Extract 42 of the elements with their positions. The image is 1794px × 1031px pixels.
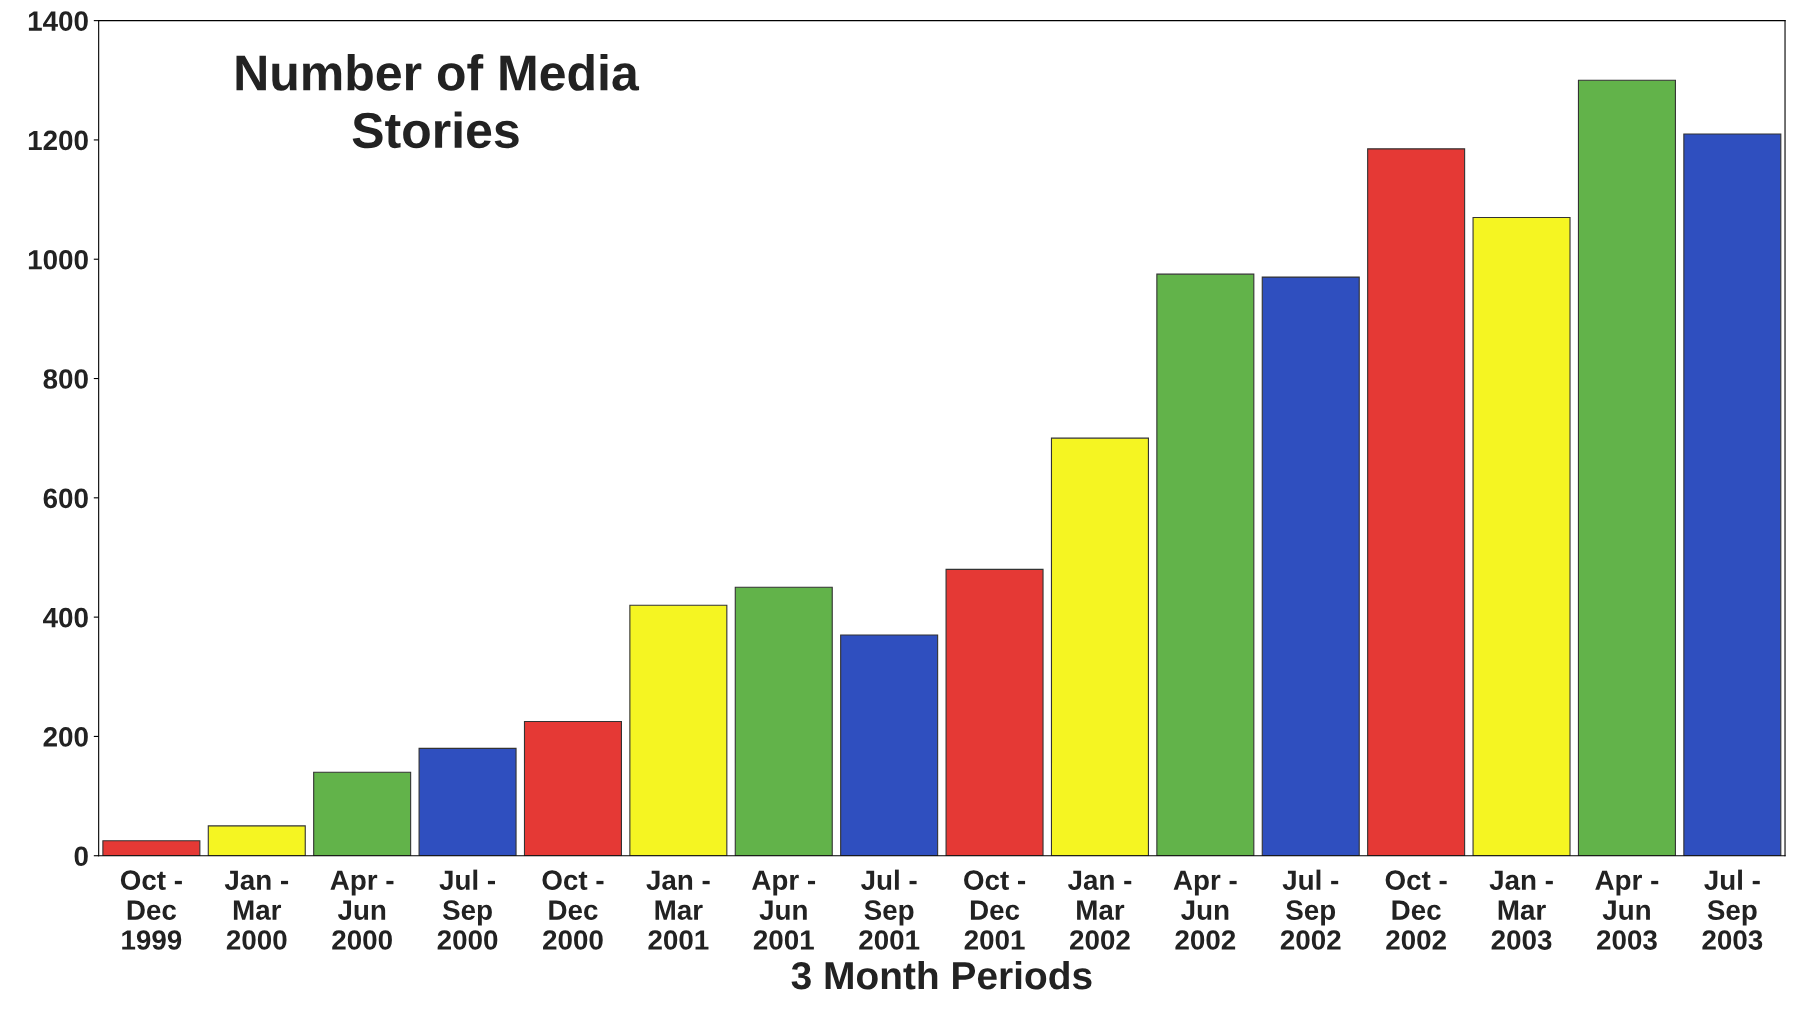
bar: [734, 586, 833, 856]
bar: [840, 634, 939, 856]
bar: [1156, 273, 1255, 856]
bar: [629, 604, 728, 856]
y-tick-label: 800: [43, 369, 88, 389]
bar: [523, 720, 622, 856]
bar: [945, 568, 1044, 856]
y-tick-label: 200: [43, 727, 88, 747]
bar: [102, 840, 201, 856]
x-tick-label: Jan - Mar 2001: [646, 870, 710, 950]
bar: [1261, 276, 1360, 856]
x-tick-label: Jul - Sep 2003: [1702, 869, 1763, 950]
x-tick-label: Oct - Dec 2000: [542, 870, 604, 950]
x-tick-label: Oct - Dec 2002: [1385, 870, 1447, 950]
x-tick-label: Jan - Mar 2000: [224, 870, 289, 950]
bar: [418, 747, 517, 856]
x-tick-label: Jul - Sep 2002: [1280, 869, 1341, 950]
bar: [1472, 216, 1571, 856]
x-tick-label: Apr - Jun 2000: [330, 870, 394, 950]
x-tick-label: Oct - Dec 1999: [120, 870, 182, 950]
x-axis-title: 3 Month Periods: [791, 960, 1092, 990]
bar: [1683, 133, 1782, 856]
x-tick-label: Jan - Mar 2003: [1489, 870, 1553, 950]
bar: [207, 825, 306, 856]
bar: [1367, 148, 1466, 856]
y-tick-label: 1400: [28, 11, 88, 31]
y-tick-label: 0: [74, 846, 88, 867]
bar: [313, 771, 412, 856]
y-tick-label: 400: [43, 607, 88, 628]
y-tick-label: 600: [43, 488, 88, 509]
y-tick-label: 1200: [28, 130, 88, 151]
x-tick-label: Jul - Sep 2001: [859, 869, 920, 950]
y-tick-label: 1000: [28, 249, 88, 270]
x-tick-label: Jul - Sep 2000: [437, 869, 498, 950]
x-tick-label: Jan - Mar 2002: [1067, 870, 1132, 950]
x-tick-label: Apr - Jun 2001: [752, 870, 816, 950]
x-tick-label: Apr - Jun 2002: [1173, 870, 1237, 950]
x-tick-label: Oct - Dec 2001: [964, 870, 1026, 950]
text: Number of Media Stories: [236, 54, 640, 149]
bar: [1050, 437, 1149, 856]
x-tick-label: Apr - Jun 2003: [1595, 870, 1659, 950]
bar: [1577, 79, 1676, 856]
